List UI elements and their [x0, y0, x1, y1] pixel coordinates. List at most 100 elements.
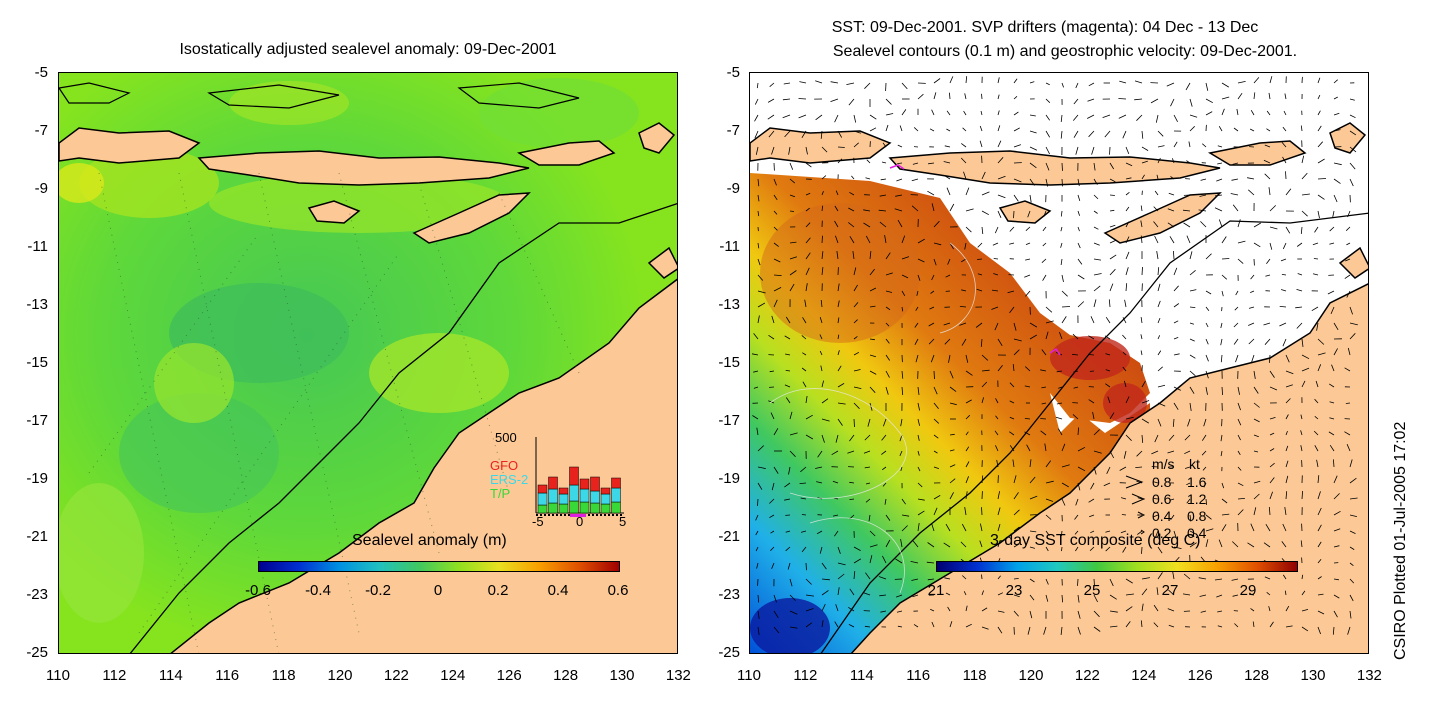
velocity-arrow: [1333, 348, 1338, 356]
velocity-arrow: [1024, 385, 1031, 388]
legend-row-kt: 1.6: [1187, 474, 1207, 490]
inset-bar: [537, 484, 548, 494]
velocity-arrow: [1253, 493, 1260, 500]
latitude-tick: -23: [26, 586, 48, 603]
velocity-arrow: [928, 322, 935, 327]
velocity-arrow: [785, 546, 791, 552]
velocity-arrow: [1061, 306, 1071, 308]
velocity-arrow: [754, 130, 759, 139]
velocity-arrow: [1109, 268, 1116, 276]
velocity-arrow: [949, 386, 957, 392]
velocity-arrow: [1172, 571, 1175, 580]
velocity-arrow: [837, 402, 846, 405]
velocity-arrow: [1141, 380, 1146, 388]
velocity-arrow: [901, 306, 904, 312]
velocity-arrow: [1173, 530, 1177, 538]
velocity-arrow: [1184, 450, 1191, 455]
velocity-arrow: [1077, 427, 1079, 436]
velocity-arrow: [945, 274, 951, 278]
latitude-tick: -13: [718, 296, 740, 313]
velocity-arrow: [1233, 338, 1239, 345]
sst-cbar-tick: 25: [1083, 582, 1101, 599]
velocity-arrow: [848, 207, 855, 212]
velocity-arrow: [995, 445, 999, 452]
velocity-arrow: [1029, 146, 1038, 151]
velocity-arrow: [1329, 226, 1335, 232]
velocity-arrow: [1173, 546, 1182, 549]
velocity-arrow: [789, 256, 798, 260]
velocity-arrow: [868, 514, 871, 522]
longitude-tick: 132: [1356, 667, 1382, 684]
longitude-tick: 126: [496, 667, 522, 684]
velocity-arrow: [881, 450, 887, 455]
velocity-arrow: [981, 210, 989, 216]
velocity-arrow: [885, 514, 891, 521]
velocity-arrow: [912, 594, 919, 598]
velocity-arrow: [1221, 482, 1225, 489]
velocity-arrow: [1237, 240, 1246, 244]
velocity-arrow: [821, 380, 824, 388]
velocity-arrow: [1072, 353, 1079, 356]
velocity-arrow: [805, 594, 814, 597]
velocity-arrow: [881, 434, 887, 441]
velocity-arrow: [1093, 162, 1096, 171]
velocity-arrow: [1317, 94, 1321, 100]
velocity-arrow: [789, 450, 796, 457]
velocity-arrow: [981, 226, 984, 235]
velocity-arrow: [773, 226, 778, 231]
velocity-arrow: [1269, 242, 1273, 250]
velocity-arrow: [1214, 194, 1223, 197]
velocity-arrow: [756, 82, 759, 89]
velocity-arrow: [997, 140, 1002, 148]
velocity-arrow: [1122, 351, 1127, 356]
velocity-arrow: [1344, 431, 1351, 436]
inset-bar: [569, 466, 579, 486]
velocity-arrow: [837, 587, 840, 596]
velocity-arrow: [1125, 606, 1133, 612]
velocity-arrow: [981, 381, 988, 388]
velocity-arrow: [1029, 546, 1036, 549]
longitude-tick: 124: [440, 667, 466, 684]
velocity-arrow: [805, 192, 811, 196]
velocity-arrow: [1156, 587, 1159, 596]
velocity-arrow: [962, 127, 967, 132]
velocity-arrow: [1349, 594, 1354, 602]
velocity-arrow: [1157, 350, 1162, 356]
velocity-arrow: [864, 625, 871, 628]
velocity-arrow: [1122, 366, 1127, 372]
velocity-arrow: [849, 236, 855, 244]
velocity-arrow: [1024, 274, 1031, 278]
latitude-tick: -15: [26, 354, 48, 371]
velocity-arrow: [834, 530, 839, 537]
velocity-arrow: [1283, 110, 1287, 116]
longitude-tick: 126: [1187, 667, 1213, 684]
velocity-arrow: [1186, 498, 1191, 504]
velocity-arrow: [1157, 366, 1163, 372]
velocity-arrow: [1265, 274, 1271, 277]
velocity-arrow: [1282, 126, 1287, 132]
velocity-arrow: [1201, 434, 1207, 441]
velocity-arrow: [1313, 430, 1319, 436]
velocity-arrow: [1137, 497, 1143, 500]
velocity-arrow: [773, 626, 780, 634]
velocity-arrow: [943, 542, 951, 548]
velocity-arrow: [1237, 258, 1244, 264]
velocity-arrow: [819, 546, 823, 554]
velocity-arrow: [1013, 127, 1020, 132]
velocity-arrow: [1329, 242, 1335, 245]
velocity-arrow: [1061, 498, 1066, 506]
velocity-arrow: [757, 290, 766, 294]
legend-row-kt: 0.8: [1187, 508, 1207, 524]
velocity-arrow: [1266, 591, 1271, 596]
velocity-arrow: [1349, 306, 1353, 315]
velocity-arrow: [1041, 349, 1047, 356]
velocity-arrow: [787, 562, 791, 570]
velocity-arrow: [1060, 114, 1063, 122]
velocity-arrow: [1346, 290, 1351, 298]
velocity-arrow: [1234, 306, 1239, 311]
velocity-arrow: [757, 210, 760, 217]
velocity-arrow: [1088, 130, 1095, 138]
velocity-arrow: [929, 128, 935, 132]
velocity-arrow: [864, 82, 871, 89]
velocity-arrow: [981, 93, 983, 100]
